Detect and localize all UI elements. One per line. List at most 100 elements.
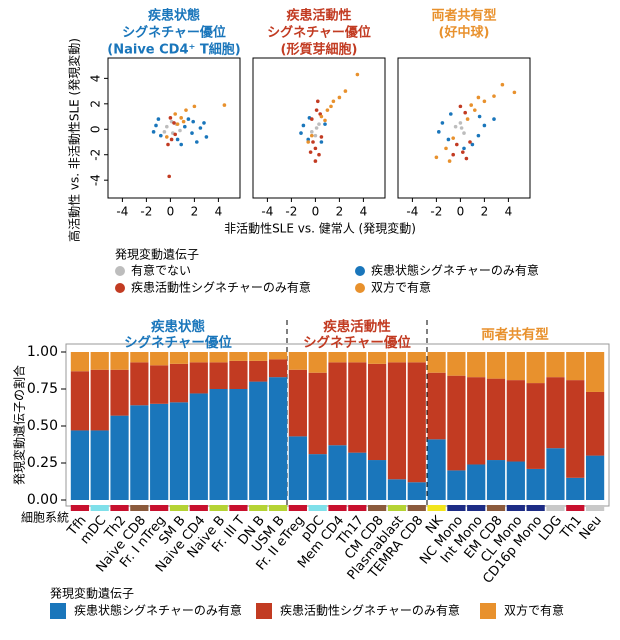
point bbox=[446, 137, 451, 142]
scatter-y-label: 高活動性 vs. 非活動性SLE (発現変動) bbox=[67, 38, 82, 242]
bar-segment bbox=[130, 362, 149, 406]
point bbox=[168, 116, 173, 120]
point bbox=[455, 142, 459, 147]
bar-segment bbox=[348, 452, 367, 500]
point bbox=[202, 121, 206, 125]
bar-segment bbox=[506, 380, 525, 462]
legend-label: 双方で有意 bbox=[371, 280, 431, 295]
lineage-strip bbox=[526, 505, 545, 511]
bar-segment bbox=[467, 377, 486, 465]
bar-segment bbox=[110, 369, 129, 416]
bar-segment bbox=[486, 460, 506, 500]
x-tick-label: -2 bbox=[140, 205, 152, 219]
scatter-x-label: 非活動性SLE vs. 健常人 (発現変動) bbox=[224, 221, 416, 236]
lineage-strip bbox=[387, 505, 407, 511]
point bbox=[492, 117, 496, 121]
point bbox=[167, 174, 171, 179]
y-tick-label: 1.00 bbox=[27, 344, 58, 360]
point bbox=[444, 146, 448, 151]
bar-segment bbox=[249, 352, 268, 361]
panel-title: (Naive CD4⁺ T細胞) bbox=[107, 42, 240, 58]
group-label: 疾患活動性 bbox=[323, 318, 391, 335]
legend-swatch bbox=[50, 603, 66, 619]
x-tick-label: -4 bbox=[261, 205, 273, 219]
bar-segment bbox=[130, 405, 149, 500]
bar-segment bbox=[209, 362, 228, 389]
point bbox=[462, 131, 466, 135]
point bbox=[191, 119, 195, 124]
point bbox=[154, 123, 158, 128]
bar-segment bbox=[546, 448, 565, 500]
bar-segment bbox=[90, 430, 109, 500]
bar-segment bbox=[368, 363, 387, 461]
x-tick-label: -4 bbox=[406, 205, 418, 219]
point bbox=[179, 116, 183, 120]
point bbox=[343, 89, 348, 93]
bar-segment bbox=[308, 454, 327, 500]
legend-label: 疾患活動性シグネチャーのみ有意 bbox=[131, 280, 311, 295]
point bbox=[437, 130, 441, 134]
group-label: シグネチャー優位 bbox=[124, 334, 232, 351]
lineage-strip bbox=[427, 505, 446, 511]
bar-segment bbox=[526, 352, 545, 384]
bar-segment bbox=[90, 369, 109, 431]
bar-segment bbox=[110, 352, 129, 370]
lineage-strip bbox=[229, 505, 248, 511]
bar-segment bbox=[447, 352, 466, 376]
point bbox=[190, 131, 194, 135]
bar-segment bbox=[288, 436, 307, 500]
legend-swatch bbox=[480, 603, 496, 619]
point bbox=[310, 133, 314, 138]
bar-segment bbox=[328, 445, 347, 500]
bar-segment bbox=[387, 479, 407, 500]
bar-segment bbox=[268, 352, 288, 360]
legend-label: 疾患状態シグネチャーのみ有意 bbox=[371, 263, 539, 278]
point bbox=[323, 122, 327, 126]
point bbox=[181, 119, 186, 124]
point bbox=[462, 146, 466, 151]
bar-segment bbox=[407, 362, 426, 483]
lineage-strip bbox=[70, 505, 90, 511]
bar-segment bbox=[90, 352, 109, 370]
bar-segment bbox=[249, 360, 268, 382]
point bbox=[310, 130, 314, 134]
lineage-strip bbox=[486, 505, 506, 511]
bar-segment bbox=[348, 352, 367, 363]
point bbox=[459, 126, 464, 130]
point bbox=[482, 123, 487, 128]
point bbox=[183, 124, 187, 129]
panel-title: 疾患活動性 bbox=[286, 8, 351, 24]
lineage-strip bbox=[467, 505, 486, 511]
point bbox=[156, 117, 161, 121]
point bbox=[317, 152, 321, 157]
panel-title: (好中球) bbox=[439, 25, 490, 41]
panel-frame bbox=[107, 57, 241, 199]
panel-frame bbox=[252, 57, 386, 199]
lineage-strip bbox=[566, 505, 585, 511]
bar-segment bbox=[130, 352, 149, 363]
bar-y-label: 発現変動遺伝子の割合 bbox=[12, 365, 27, 485]
bar-segment bbox=[348, 362, 367, 453]
bar-segment bbox=[229, 389, 248, 500]
bar-segment bbox=[209, 389, 228, 500]
bar-segment bbox=[387, 362, 407, 480]
point bbox=[464, 156, 469, 161]
point bbox=[306, 140, 311, 144]
bar-segment bbox=[467, 464, 486, 500]
bar-segment bbox=[328, 352, 347, 363]
point bbox=[222, 103, 227, 107]
point bbox=[306, 137, 311, 142]
bar-segment bbox=[585, 391, 605, 456]
point bbox=[476, 95, 481, 100]
point bbox=[492, 94, 496, 98]
bar-segment bbox=[70, 371, 90, 431]
bar-segment bbox=[566, 380, 585, 478]
point bbox=[173, 132, 177, 137]
point bbox=[319, 140, 324, 144]
bar-segment bbox=[189, 362, 208, 394]
bar-segment bbox=[70, 352, 90, 372]
point bbox=[447, 159, 452, 163]
point bbox=[169, 137, 174, 142]
y-tick-label: 0.25 bbox=[27, 455, 58, 471]
